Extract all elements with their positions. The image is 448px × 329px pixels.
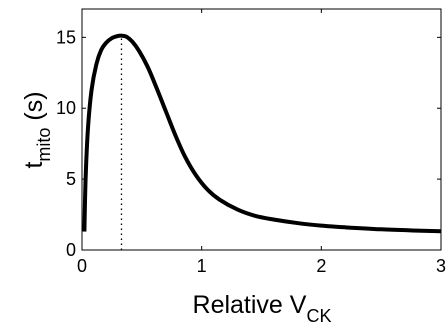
- axes-frame: [81, 8, 442, 251]
- y-tick-label: 0: [66, 240, 76, 260]
- y-axis-title-main: t: [20, 162, 48, 169]
- y-tick-label: 5: [66, 169, 76, 189]
- x-tick-label: 1: [197, 256, 207, 276]
- x-tick-label: 2: [316, 256, 326, 276]
- x-axis-title: Relative VCK: [193, 291, 332, 326]
- y-axis-title: tmito (s): [20, 91, 54, 168]
- x-tick-label: 0: [77, 256, 87, 276]
- x-axis-title-subscript: CK: [306, 306, 331, 326]
- y-axis-title-unit: (s): [20, 91, 48, 127]
- y-tick-label: 15: [56, 27, 76, 47]
- plot-background: [82, 9, 441, 250]
- y-tick-label: 10: [56, 98, 76, 118]
- ticks-layer: 0 1 2 3 0 5 10 15: [56, 9, 446, 276]
- x-axis-title-main: Relative V: [193, 291, 307, 319]
- marks-layer: [82, 33, 442, 250]
- series-line-0: [82, 33, 442, 234]
- x-tick-label: 3: [436, 256, 446, 276]
- y-axis-title-subscript: mito: [34, 128, 54, 162]
